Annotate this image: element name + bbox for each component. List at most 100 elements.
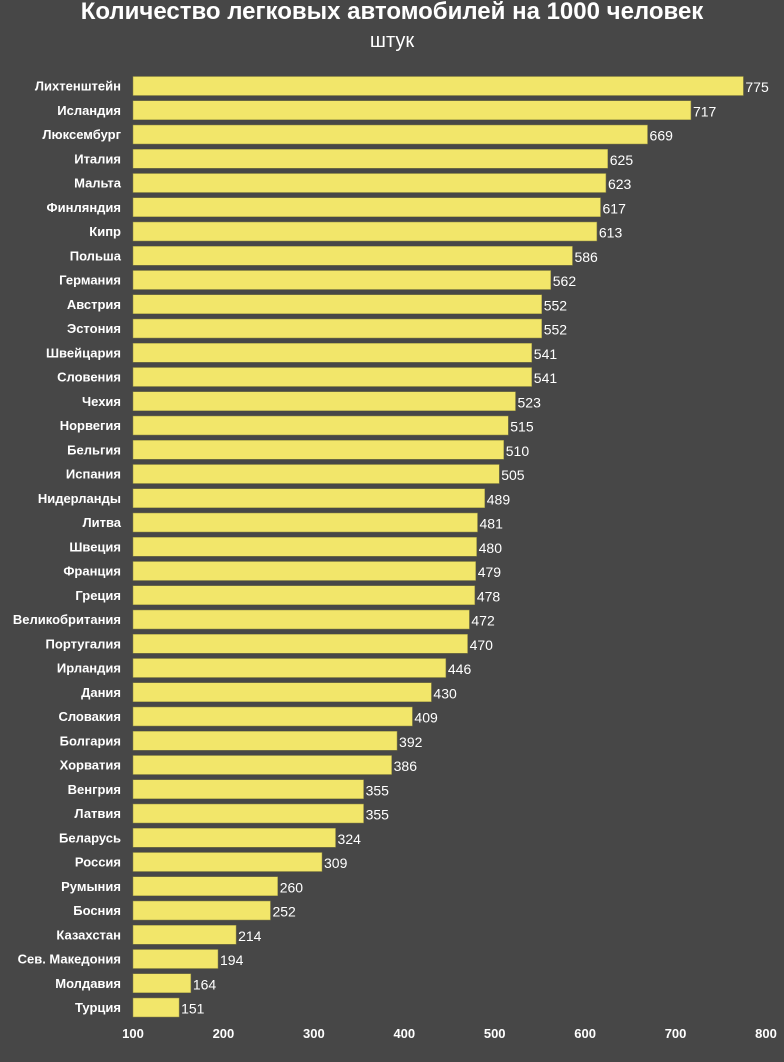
data-label: 481: [480, 516, 504, 532]
data-label: 479: [478, 564, 502, 580]
data-label: 515: [510, 419, 534, 435]
data-label: 480: [479, 540, 503, 556]
category-label: Италия: [74, 151, 121, 166]
data-label: 478: [477, 588, 501, 604]
data-label: 510: [506, 443, 530, 459]
bar: [132, 391, 516, 411]
data-label: 355: [366, 807, 390, 823]
data-label: 623: [608, 176, 632, 192]
bar: [132, 997, 180, 1018]
category-label: Чехия: [82, 394, 121, 409]
bar: [132, 585, 476, 605]
category-label: Сев. Македония: [18, 952, 121, 967]
data-label: 541: [534, 346, 558, 362]
category-label: Греция: [75, 588, 121, 603]
data-label: 472: [471, 613, 495, 629]
data-label: 505: [501, 467, 525, 483]
category-label: Нидерланды: [38, 491, 121, 506]
bar: [132, 779, 364, 799]
category-label: Франция: [63, 564, 121, 579]
bar: [132, 318, 542, 339]
data-label: 775: [745, 79, 769, 95]
bar: [132, 440, 505, 460]
data-label: 617: [603, 200, 627, 216]
category-label: Мальта: [74, 176, 122, 191]
chart-subtitle: штук: [369, 30, 415, 52]
category-label: Болгария: [60, 733, 121, 748]
category-label: Австрия: [67, 297, 121, 312]
category-label: Эстония: [67, 321, 121, 336]
data-label: 252: [272, 904, 296, 920]
bar: [132, 561, 476, 581]
category-label: Дания: [81, 685, 121, 700]
category-label: Кипр: [89, 224, 121, 239]
category-label: Польша: [70, 248, 122, 263]
data-label: 446: [448, 661, 472, 677]
bar: [132, 124, 648, 145]
x-tick-label: 700: [665, 1026, 687, 1041]
category-label: Лихтенштейн: [35, 79, 121, 94]
data-label: 260: [280, 879, 304, 895]
category-label: Латвия: [74, 806, 121, 821]
x-tick-label: 200: [213, 1026, 235, 1041]
category-label: Казахстан: [56, 927, 121, 942]
data-label: 523: [518, 394, 542, 410]
bar: [132, 634, 468, 654]
category-label: Венгрия: [68, 782, 121, 797]
bar: [132, 149, 608, 169]
category-label: Исландия: [57, 103, 121, 118]
bar: [132, 828, 336, 848]
data-label: 194: [220, 952, 244, 968]
bar: [132, 367, 533, 387]
bar: [132, 537, 477, 557]
bar: [132, 197, 601, 217]
bar: [132, 100, 692, 120]
category-label: Босния: [73, 903, 121, 918]
bar: [132, 949, 219, 969]
data-label: 717: [693, 103, 717, 119]
bar: [132, 415, 509, 436]
category-label: Ирландия: [57, 661, 121, 676]
category-label: Россия: [75, 855, 121, 870]
category-label: Беларусь: [59, 830, 121, 845]
bar: [132, 221, 598, 242]
data-label: 386: [394, 758, 418, 774]
bar: [132, 246, 573, 266]
bar: [132, 852, 323, 872]
bar: [132, 731, 398, 751]
data-label: 625: [610, 152, 634, 168]
data-label: 355: [366, 782, 390, 798]
category-label: Литва: [82, 515, 121, 530]
data-label: 562: [553, 273, 577, 289]
category-label: Люксембург: [42, 127, 121, 142]
x-tick-label: 300: [303, 1026, 325, 1041]
category-label: Молдавия: [55, 976, 121, 991]
bar: [132, 900, 271, 921]
bar: [132, 682, 432, 702]
data-label: 430: [433, 685, 457, 701]
bar: [132, 270, 552, 290]
x-tick-label: 600: [574, 1026, 596, 1041]
chart-title: Количество легковых автомобилей на 1000 …: [80, 0, 704, 25]
data-label: 541: [534, 370, 558, 386]
bar: [132, 76, 744, 96]
data-label: 392: [399, 734, 423, 750]
bar: [132, 464, 500, 484]
x-tick-label: 400: [393, 1026, 415, 1041]
bar: [132, 294, 542, 314]
data-label: 586: [574, 249, 598, 265]
category-label: Румыния: [61, 879, 121, 894]
bar: [132, 512, 478, 533]
bar: [132, 658, 447, 678]
bar: [132, 755, 392, 775]
bar: [132, 706, 413, 727]
bar: [132, 973, 192, 993]
x-tick-label: 500: [484, 1026, 506, 1041]
bar: [132, 488, 486, 508]
category-label: Норвегия: [60, 418, 121, 433]
data-label: 409: [414, 710, 438, 726]
bar: [132, 609, 470, 630]
data-label: 470: [470, 637, 494, 653]
category-label: Великобритания: [13, 612, 121, 627]
